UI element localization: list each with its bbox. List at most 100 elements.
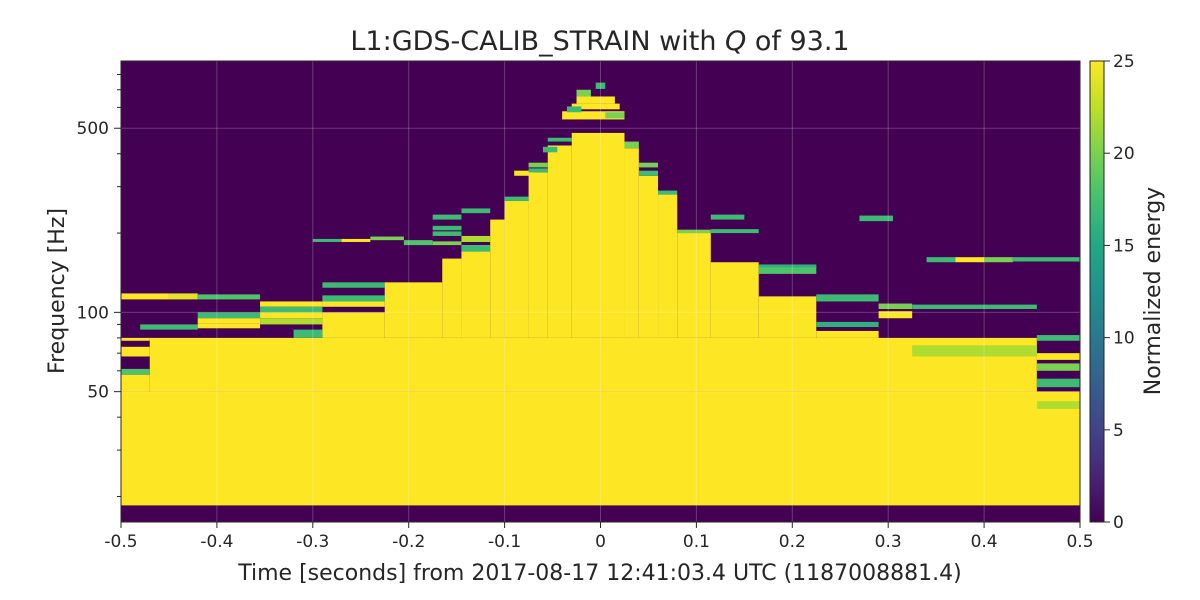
energy-tile bbox=[293, 329, 323, 338]
energy-tile bbox=[260, 301, 323, 307]
energy-tile bbox=[710, 262, 759, 338]
energy-tile bbox=[710, 214, 745, 220]
colorbar: 0 5 10 15 20 25 Normalized energy bbox=[1089, 52, 1166, 533]
energy-tile bbox=[504, 196, 529, 201]
x-axis: -0.5 -0.4 -0.3 -0.2 -0.1 0 0.1 0.2 0.3 0.4 0.5 bbox=[104, 522, 1094, 552]
colorbar-tick-label: 10 bbox=[1113, 329, 1135, 349]
energy-tile bbox=[984, 257, 1013, 263]
x-tick-label: -0.1 bbox=[488, 532, 521, 552]
energy-tile bbox=[547, 145, 572, 338]
energy-tile bbox=[878, 311, 913, 319]
colorbar-tick-label: 20 bbox=[1113, 144, 1135, 164]
colorbar-label: Normalized energy bbox=[1141, 187, 1166, 395]
energy-tile bbox=[1012, 257, 1080, 262]
y-tick-label: 50 bbox=[87, 383, 109, 403]
energy-tile bbox=[566, 106, 582, 113]
energy-tile bbox=[926, 257, 956, 263]
x-tick-label: 0.5 bbox=[1066, 532, 1093, 552]
energy-tile bbox=[442, 258, 462, 338]
energy-tile bbox=[955, 257, 985, 263]
energy-tile bbox=[121, 368, 150, 375]
colorbar-ticks: 0 5 10 15 20 25 bbox=[1104, 52, 1135, 533]
energy-tile bbox=[1036, 391, 1080, 399]
energy-tile bbox=[432, 231, 462, 236]
energy-tile bbox=[758, 296, 817, 338]
energy-tile bbox=[912, 345, 1037, 357]
energy-tile bbox=[912, 304, 1037, 309]
energy-tile bbox=[461, 245, 491, 252]
x-tick-label: -0.4 bbox=[200, 532, 233, 552]
energy-tile bbox=[624, 148, 639, 338]
energy-tile bbox=[168, 293, 198, 300]
energy-tile bbox=[638, 175, 659, 338]
energy-tile bbox=[197, 318, 261, 324]
energy-tile bbox=[260, 306, 323, 313]
energy-tile bbox=[322, 301, 385, 307]
energy-tile bbox=[624, 141, 639, 149]
colorbar-tick-label: 25 bbox=[1113, 52, 1135, 72]
energy-tile bbox=[461, 235, 491, 242]
energy-tile bbox=[322, 282, 385, 288]
colorbar-tick-label: 15 bbox=[1113, 236, 1135, 256]
x-tick-label: -0.2 bbox=[392, 532, 425, 552]
energy-tiles bbox=[121, 82, 1080, 506]
energy-tile bbox=[528, 168, 548, 173]
energy-tile bbox=[216, 339, 294, 344]
energy-tile bbox=[461, 245, 491, 338]
chart-title: L1:GDS-CALIB_STRAIN with Q of 93.1 bbox=[350, 26, 849, 57]
energy-tile bbox=[504, 200, 529, 338]
plot-area bbox=[120, 60, 1081, 523]
colorbar-tick-label: 5 bbox=[1113, 421, 1124, 441]
energy-tile bbox=[1036, 353, 1080, 360]
x-tick-label: 0 bbox=[595, 532, 606, 552]
energy-tile bbox=[658, 194, 678, 338]
energy-tile bbox=[432, 241, 462, 246]
x-tick-label: 0.2 bbox=[779, 532, 806, 552]
energy-tile bbox=[576, 96, 615, 104]
energy-tile bbox=[260, 318, 323, 325]
energy-tile bbox=[341, 238, 371, 242]
x-tick-label: -0.5 bbox=[104, 532, 137, 552]
energy-tile bbox=[197, 323, 261, 329]
energy-tile bbox=[514, 170, 534, 176]
x-axis-label: Time [seconds] from 2017-08-17 12:41:03.… bbox=[237, 561, 961, 586]
x-tick-label: 0.4 bbox=[971, 532, 998, 552]
energy-tile bbox=[197, 294, 261, 300]
energy-tile bbox=[121, 346, 150, 357]
energy-tile bbox=[528, 162, 548, 168]
energy-tile bbox=[370, 236, 404, 241]
energy-tile bbox=[542, 146, 558, 153]
y-axis-label: Frequency [Hz] bbox=[45, 208, 70, 374]
energy-tile bbox=[121, 391, 1080, 506]
x-tick-label: 0.1 bbox=[683, 532, 710, 552]
energy-tile bbox=[605, 112, 625, 119]
chart-title-suffix: of 93.1 bbox=[746, 26, 849, 57]
energy-tile bbox=[121, 293, 169, 300]
energy-tile bbox=[677, 233, 711, 338]
energy-tile bbox=[197, 349, 294, 360]
energy-tile bbox=[490, 219, 505, 338]
energy-tile bbox=[758, 264, 817, 268]
energy-tile bbox=[1036, 335, 1080, 341]
energy-tile bbox=[710, 229, 759, 234]
energy-tile bbox=[576, 89, 591, 97]
energy-tile bbox=[758, 265, 817, 274]
y-tick-label: 100 bbox=[77, 303, 109, 323]
energy-tile bbox=[562, 111, 625, 120]
energy-tile bbox=[140, 324, 198, 330]
energy-tile bbox=[595, 82, 606, 89]
chart-title-q: Q bbox=[725, 26, 746, 57]
energy-tile bbox=[121, 337, 150, 341]
y-axis: 50 100 500 bbox=[77, 73, 121, 497]
colorbar-tick-label: 0 bbox=[1113, 513, 1124, 533]
energy-tile bbox=[878, 303, 913, 309]
energy-tile bbox=[658, 190, 678, 195]
energy-tile bbox=[312, 238, 342, 242]
energy-tile bbox=[149, 337, 1037, 392]
x-tick-label: -0.3 bbox=[296, 532, 329, 552]
chart-title-prefix: L1:GDS-CALIB_STRAIN with bbox=[350, 26, 725, 57]
energy-tile bbox=[461, 208, 491, 214]
grid-lines bbox=[121, 61, 1080, 522]
energy-tile bbox=[432, 214, 462, 220]
